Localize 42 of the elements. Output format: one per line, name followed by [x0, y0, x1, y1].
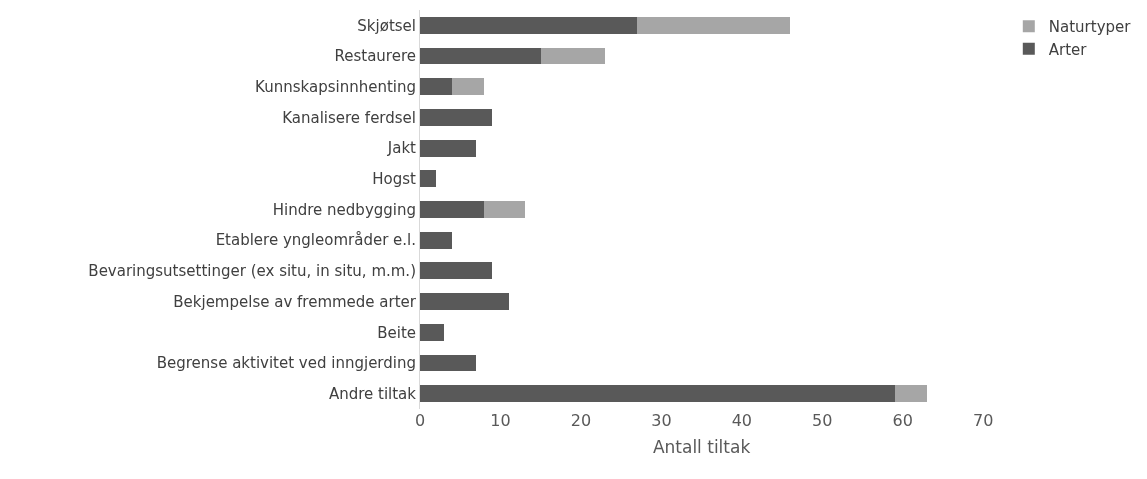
y-tick-label: Begrense aktivitet ved inngjerding: [156, 354, 416, 373]
x-tick-label: 60: [892, 411, 913, 430]
bar: [420, 293, 509, 311]
bar: [420, 323, 445, 341]
y-tick-label: Skjøtsel: [357, 16, 416, 35]
x-tick-label: 20: [570, 411, 592, 430]
y-tick-label: Bekjempelse av fremmede arter: [173, 292, 417, 311]
y-tick-label: Andre tiltak: [328, 384, 417, 403]
y-tick-label: Hindre nedbygging: [272, 200, 416, 219]
bar: [420, 354, 477, 372]
x-tick-label: 10: [490, 411, 511, 430]
bar: [420, 108, 493, 126]
y-tick-label: Etablere yngleområder e.l.: [215, 231, 416, 250]
bar: [420, 231, 453, 249]
bar: [540, 47, 606, 65]
bar: [420, 16, 638, 34]
y-tick-label: Bevaringsutsettinger (ex situ, in situ, m.m.): [88, 262, 416, 281]
bar: [484, 201, 525, 218]
x-tick-label: 30: [651, 411, 672, 430]
bar: [420, 139, 477, 157]
legend-label: Naturtyper: [1048, 18, 1132, 37]
x-tick-label: 70: [973, 411, 994, 430]
y-tick-label: Hogst: [372, 170, 417, 189]
bar: [420, 385, 895, 403]
bar: [420, 262, 493, 280]
bar: [637, 16, 791, 34]
x-axis-title: Antall tiltak: [652, 437, 751, 458]
bar: [420, 201, 485, 218]
y-tick-label: Jakt: [386, 139, 417, 158]
legend-label: Arter: [1048, 40, 1088, 59]
x-tick-label: 40: [731, 411, 753, 430]
x-tick-label: 50: [812, 411, 833, 430]
bar: [420, 47, 541, 65]
bar: [420, 78, 453, 96]
y-tick-label: Kunnskapsinnhenting: [255, 77, 416, 96]
bar: [420, 170, 437, 188]
y-tick-label: Beite: [377, 323, 416, 342]
bar: [894, 385, 927, 403]
y-tick-label: Kanalisere ferdsel: [282, 108, 416, 127]
bar: [452, 78, 485, 96]
y-tick-label: Restaurere: [334, 47, 416, 66]
x-tick-label: 0: [414, 411, 426, 430]
